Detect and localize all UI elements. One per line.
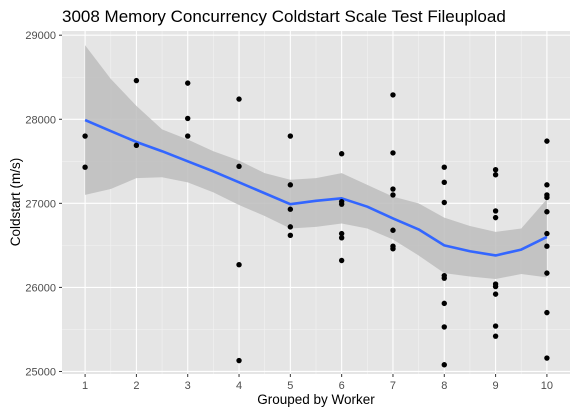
- data-point: [338, 257, 345, 264]
- y-axis-title: Coldstart (m/s): [8, 158, 23, 247]
- data-points: [82, 77, 550, 368]
- data-point: [133, 77, 140, 84]
- data-point: [185, 115, 191, 122]
- data-point: [236, 96, 242, 102]
- data-point: [492, 208, 499, 214]
- smooth-trend-line: [84, 118, 548, 257]
- x-tick-label: 3: [185, 380, 191, 392]
- data-point: [544, 138, 550, 144]
- data-point: [492, 283, 499, 290]
- data-point: [287, 182, 294, 188]
- data-point: [441, 199, 447, 206]
- data-point: [287, 224, 294, 230]
- data-point: [287, 133, 294, 139]
- x-tick-label: 7: [390, 380, 396, 392]
- data-point: [544, 209, 550, 215]
- y-tick-label: 29000: [25, 30, 56, 42]
- data-point: [236, 262, 242, 268]
- y-tick-label: 26000: [25, 282, 56, 294]
- data-point: [338, 235, 345, 241]
- data-point: [544, 194, 550, 201]
- x-tick-label: 5: [287, 380, 293, 392]
- data-point: [236, 357, 242, 364]
- data-point: [390, 92, 396, 98]
- x-tick-label: 4: [236, 380, 242, 392]
- data-point: [185, 80, 191, 86]
- confidence-band: [85, 45, 547, 279]
- data-point: [82, 164, 88, 170]
- data-point: [82, 133, 88, 139]
- y-tick-label: 27000: [25, 198, 56, 210]
- data-point: [441, 362, 447, 368]
- x-axis-title: Grouped by Worker: [257, 392, 375, 407]
- data-point: [492, 167, 499, 173]
- x-tick-label: 2: [133, 380, 139, 392]
- x-axis: 1 2 3 4 5 6 7 8 9 10: [82, 374, 553, 392]
- data-point: [390, 246, 396, 252]
- major-gridlines: [62, 31, 570, 374]
- data-point: [544, 182, 550, 188]
- data-point: [441, 275, 447, 281]
- data-point: [390, 227, 396, 233]
- data-point: [390, 150, 396, 156]
- data-point: [544, 230, 550, 237]
- data-point: [236, 163, 242, 170]
- data-point: [338, 201, 345, 207]
- data-point: [544, 309, 550, 316]
- data-point: [338, 230, 345, 237]
- x-tick-label: 1: [82, 380, 88, 392]
- x-tick-label: 9: [493, 380, 499, 392]
- data-point: [287, 206, 294, 212]
- y-tick-label: 25000: [25, 366, 56, 378]
- data-point: [287, 232, 294, 238]
- data-point: [441, 179, 447, 186]
- y-tick-label: 28000: [25, 114, 56, 126]
- x-tick-label: 10: [541, 380, 553, 392]
- chart-title: 3008 Memory Concurrency Coldstart Scale …: [62, 7, 506, 26]
- data-point: [544, 270, 550, 276]
- x-tick-label: 6: [339, 380, 345, 392]
- data-point: [492, 291, 499, 297]
- data-point: [390, 192, 396, 198]
- x-tick-label: 8: [441, 380, 447, 392]
- data-point: [544, 355, 550, 361]
- data-point: [185, 133, 191, 139]
- y-axis: 25000 26000 27000 28000 29000: [25, 30, 62, 378]
- data-point: [441, 300, 447, 307]
- data-point: [492, 333, 499, 339]
- data-point: [338, 151, 345, 157]
- data-point: [441, 164, 447, 170]
- data-point: [441, 324, 447, 330]
- data-point: [133, 142, 140, 149]
- data-point: [390, 186, 396, 192]
- data-point: [544, 243, 550, 249]
- data-point: [492, 323, 499, 329]
- data-point: [492, 214, 499, 221]
- data-point: [492, 172, 499, 178]
